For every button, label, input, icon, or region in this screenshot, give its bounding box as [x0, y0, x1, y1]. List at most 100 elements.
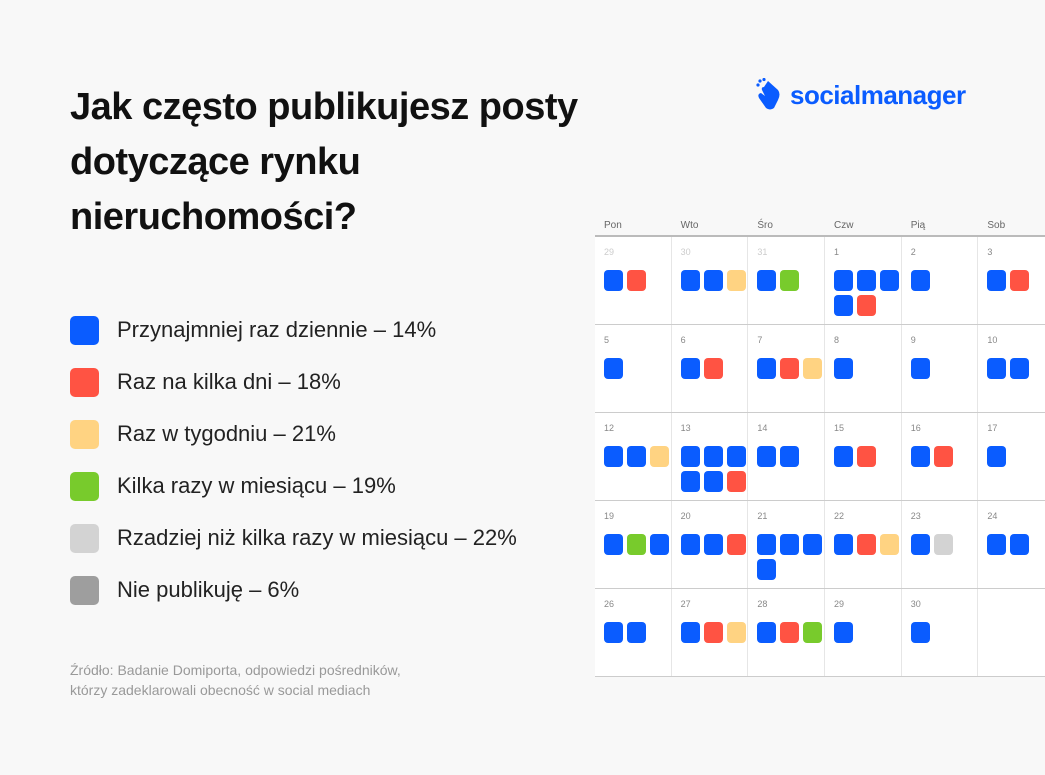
day-number: 7	[757, 335, 763, 345]
calendar-day: 22	[825, 501, 902, 588]
post-square	[933, 446, 953, 467]
page-title: Jak często publikujesz posty dotyczące r…	[70, 86, 578, 238]
day-number: 30	[910, 599, 921, 609]
post-square	[680, 471, 700, 492]
calendar-day: 29	[825, 589, 902, 676]
post-square	[780, 622, 800, 643]
post-square	[834, 622, 854, 643]
calendar-day: 7	[748, 325, 826, 412]
post-square	[1010, 534, 1030, 555]
post-square	[834, 358, 854, 379]
weekday-label: Pon	[604, 220, 622, 231]
calendar-day: 14	[748, 413, 826, 500]
calendar-day: 27	[671, 589, 749, 676]
post-square	[703, 270, 723, 291]
legend-swatch	[70, 419, 99, 449]
calendar-day: 13	[671, 413, 749, 500]
post-square	[604, 358, 623, 379]
post-square	[757, 622, 777, 643]
post-square	[834, 270, 854, 291]
post-square	[703, 622, 723, 643]
day-number: 12	[604, 423, 615, 433]
day-number: 13	[680, 423, 691, 433]
day-number: 6	[680, 335, 686, 345]
calendar-header: Pon Wto Śro Czw Pią Sob	[595, 213, 1045, 237]
day-number: 5	[604, 335, 610, 345]
calendar-week: 29 30 31 1 2 3	[595, 237, 1045, 325]
post-square	[650, 534, 669, 555]
post-square	[726, 446, 746, 467]
legend-swatch	[70, 315, 99, 345]
post-square	[857, 270, 877, 291]
source-line: którzy zadeklarowali obecność w social m…	[70, 682, 371, 698]
legend-label: Raz na kilka dni – 18%	[117, 369, 341, 394]
calendar-day: 16	[901, 413, 979, 500]
calendar-day: 10	[978, 325, 1045, 412]
post-square	[703, 358, 723, 379]
post-square	[757, 270, 777, 291]
day-number: 28	[757, 599, 768, 609]
weekday-label: Wto	[680, 220, 699, 231]
source-line: Źródło: Badanie Domiporta, odpowiedzi po…	[70, 662, 401, 678]
post-square	[604, 270, 623, 291]
post-square	[726, 471, 746, 492]
hand-click-icon	[756, 78, 780, 110]
post-square	[803, 622, 823, 643]
post-square	[910, 270, 930, 291]
post-square	[680, 622, 700, 643]
calendar-day: 30	[901, 589, 979, 676]
post-square	[880, 534, 900, 555]
calendar-day: 3	[978, 237, 1045, 324]
post-square	[910, 534, 930, 555]
post-square	[726, 534, 746, 555]
day-number: 17	[987, 423, 998, 433]
legend-item: Kilka razy w miesiącu – 19%	[70, 460, 517, 512]
day-number: 1	[834, 247, 840, 257]
legend-label: Kilka razy w miesiącu – 19%	[117, 473, 396, 498]
post-square	[834, 295, 854, 316]
legend-label: Nie publikuję – 6%	[117, 577, 300, 602]
post-square	[703, 446, 723, 467]
calendar-week: 5 6 7 8 9 10	[595, 325, 1045, 413]
day-number: 24	[987, 511, 998, 521]
calendar-day: 2	[901, 237, 979, 324]
post-square	[1010, 270, 1030, 291]
day-number: 21	[757, 511, 768, 521]
post-square	[627, 270, 646, 291]
calendar-day: 31	[748, 237, 826, 324]
day-number: 27	[680, 599, 691, 609]
day-number: 30	[680, 247, 691, 257]
calendar-day	[978, 589, 1045, 676]
legend-item: Raz na kilka dni – 18%	[70, 356, 517, 408]
legend-label: Przynajmniej raz dziennie – 14%	[117, 317, 437, 342]
post-square	[627, 534, 646, 555]
day-number: 23	[910, 511, 921, 521]
weekday-label: Pią	[910, 220, 926, 231]
day-number: 26	[604, 599, 615, 609]
day-number: 22	[834, 511, 845, 521]
legend-item: Rzadziej niż kilka razy w miesiącu – 22%	[70, 512, 517, 564]
calendar-day: 1	[825, 237, 902, 324]
post-square	[780, 446, 800, 467]
calendar-day: 20	[671, 501, 749, 588]
post-square	[650, 446, 669, 467]
post-square	[726, 622, 746, 643]
post-square	[1010, 358, 1030, 379]
post-square	[726, 270, 746, 291]
day-number: 8	[834, 335, 840, 345]
post-square	[987, 534, 1007, 555]
post-square	[803, 358, 823, 379]
post-square	[834, 534, 854, 555]
calendar-day: 24	[978, 501, 1045, 588]
post-square	[857, 534, 877, 555]
day-number: 15	[834, 423, 845, 433]
day-number: 19	[604, 511, 615, 521]
weekday-label: Czw	[834, 220, 854, 231]
legend: Przynajmniej raz dziennie – 14% Raz na ki…	[70, 304, 517, 616]
legend-item: Nie publikuję – 6%	[70, 564, 517, 616]
calendar-day: 30	[671, 237, 749, 324]
calendar-day: 26	[595, 589, 672, 676]
calendar-day: 15	[825, 413, 902, 500]
post-square	[757, 446, 777, 467]
calendar-day: 6	[671, 325, 749, 412]
